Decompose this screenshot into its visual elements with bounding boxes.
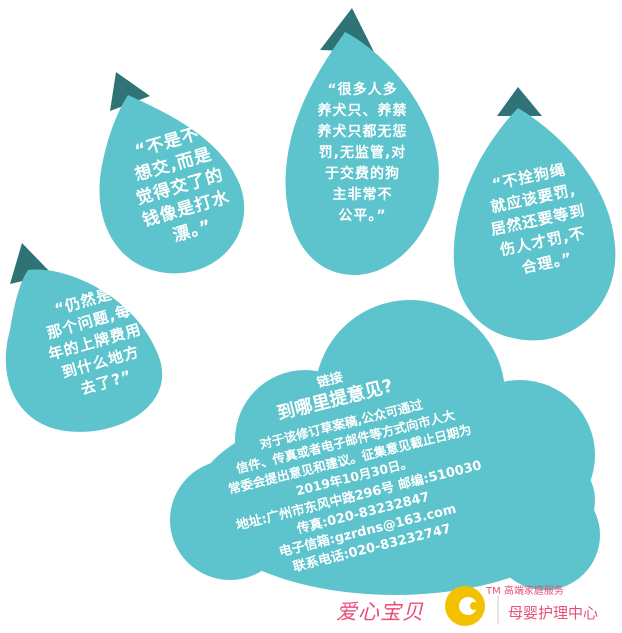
logo-tm-line: TM 高端家庭服务 bbox=[486, 586, 564, 597]
quote-center: “很多人多 养犬只、养禁 养犬只都无惩 罚,无监管,对 于交费的狗 主非常不 公… bbox=[317, 82, 408, 224]
cloud-pad bbox=[170, 300, 600, 595]
tip-center-icon bbox=[320, 8, 374, 52]
toe-left-middle bbox=[99, 95, 245, 274]
tip-left-middle-icon bbox=[110, 72, 150, 111]
logo-emblem-icon bbox=[445, 586, 485, 626]
toe-center bbox=[285, 32, 439, 275]
logo-brand-right: 母婴护理中心 bbox=[508, 604, 599, 622]
logo-brand-main: 爱心宝贝 bbox=[336, 600, 424, 624]
toe-right bbox=[453, 108, 616, 341]
tip-right-icon bbox=[497, 87, 542, 116]
toe-leftmost bbox=[5, 269, 163, 432]
